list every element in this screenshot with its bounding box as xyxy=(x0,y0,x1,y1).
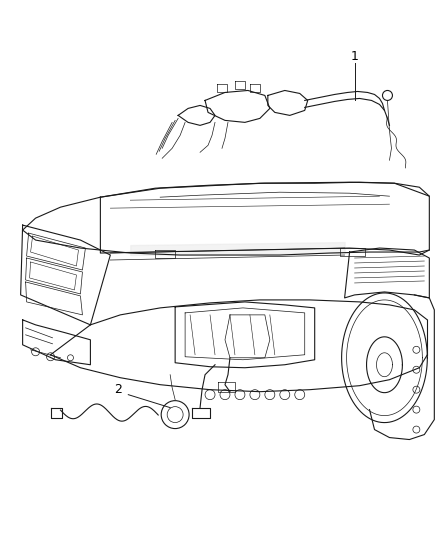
Text: 1: 1 xyxy=(351,50,359,63)
Text: 2: 2 xyxy=(114,383,122,396)
